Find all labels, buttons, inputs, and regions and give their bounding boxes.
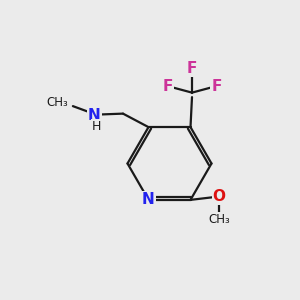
Text: F: F bbox=[212, 79, 222, 94]
Text: CH₃: CH₃ bbox=[46, 96, 68, 109]
Text: F: F bbox=[162, 79, 172, 94]
Text: N: N bbox=[88, 108, 101, 123]
Text: N: N bbox=[142, 192, 155, 207]
Text: CH₃: CH₃ bbox=[208, 213, 230, 226]
Text: H: H bbox=[92, 120, 102, 133]
Text: O: O bbox=[212, 189, 226, 204]
Text: F: F bbox=[187, 61, 197, 76]
